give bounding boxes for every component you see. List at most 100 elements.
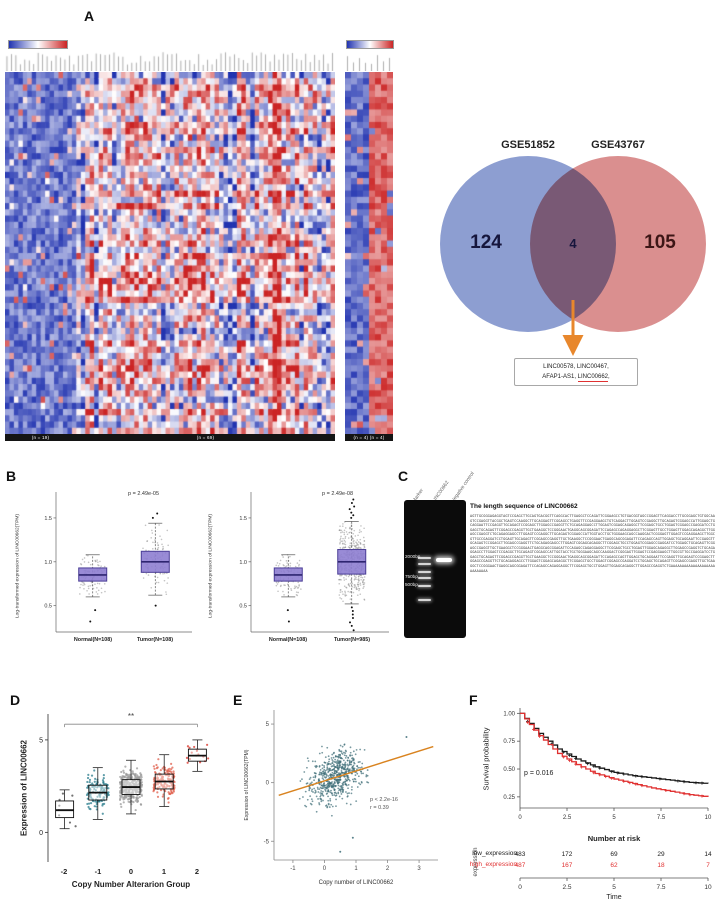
heatmap-group2-label: (n = 69) xyxy=(196,435,215,440)
sequence-text: AGTTGCGGGAGAGGTAGTCCGAGCTTGCAGTGACGGTTCA… xyxy=(470,514,715,573)
gel-marker-band xyxy=(418,556,431,560)
scatter-ylabel: Expression of LINC00662(TPM) xyxy=(244,749,250,821)
gel-marker-750bp: 750bp xyxy=(405,574,418,579)
heatmap-group1-label: (n = 19) xyxy=(31,435,50,440)
venn-gene-highlight: LINC00662 xyxy=(577,374,609,382)
risk-table-time-label: Time xyxy=(606,894,622,901)
venn-right-count: 105 xyxy=(644,232,676,253)
svg-text:1.5: 1.5 xyxy=(239,516,247,522)
svg-text:0: 0 xyxy=(39,830,43,837)
scatter-xlabel: Copy number of LINC00662 xyxy=(318,880,394,886)
svg-text:167: 167 xyxy=(562,862,573,869)
svg-text:1.0: 1.0 xyxy=(44,560,52,566)
gel-marker-band xyxy=(418,584,431,588)
svg-text:3: 3 xyxy=(417,866,421,872)
heatmap-group2-strip: (n = 69) xyxy=(76,434,335,441)
svg-text:0: 0 xyxy=(266,781,270,787)
boxplot-b2-cat-normal: Normal(N=108) xyxy=(268,637,308,643)
panel-b-label: B xyxy=(6,468,17,484)
svg-text:7.5: 7.5 xyxy=(657,815,666,821)
scatter-annotation-p: p < 2.2e-16 xyxy=(370,797,398,803)
boxplot-b2-ylabel: Log-transformed expression of LINC00662(… xyxy=(208,514,214,618)
gel-marker-band xyxy=(418,576,431,580)
boxplot-b2: 0.5 1.0 1.5 xyxy=(239,492,389,633)
svg-text:29: 29 xyxy=(657,851,665,858)
cna-tick-0: 0 xyxy=(128,867,134,876)
venn-right-title: GSE43767 xyxy=(591,139,645,151)
boxplot-b2-pvalue: p = 2.49e-08 xyxy=(322,491,354,497)
venn-intersection-count: 4 xyxy=(569,236,577,251)
svg-text:10: 10 xyxy=(705,815,712,821)
svg-text:5: 5 xyxy=(612,815,616,821)
gel-marker-500bp: 500bp xyxy=(405,582,418,587)
boxplot-b1-cat-normal: Normal(N=108) xyxy=(73,637,113,643)
copy-number-scatter: -5 0 5 -1 0 1 2 3 xyxy=(264,710,438,872)
gel-marker-2000bp: 2000bp xyxy=(405,554,421,559)
gel-sample-band xyxy=(436,558,452,563)
venn-right-circle xyxy=(530,156,706,332)
svg-text:-1: -1 xyxy=(290,866,296,872)
risk-row-high-label: high_expression xyxy=(469,861,517,868)
venn-left-title: GSE51852 xyxy=(501,139,555,151)
heatmap-main xyxy=(5,72,335,434)
cna-ylabel: Expression of LINC00662 xyxy=(19,739,29,837)
svg-text:2: 2 xyxy=(386,866,390,872)
svg-text:18: 18 xyxy=(657,862,665,869)
boxplot-b1: 0.5 1.0 1.5 xyxy=(44,492,192,633)
heatmap-main-column-labels xyxy=(5,50,335,71)
cna-significance: ** xyxy=(127,712,135,721)
svg-text:0: 0 xyxy=(518,815,522,821)
venn-diagram xyxy=(440,156,706,356)
svg-text:5: 5 xyxy=(612,884,616,891)
panel-c-label: C xyxy=(398,468,409,484)
svg-text:1.00: 1.00 xyxy=(503,711,515,717)
cna-tick-1: 1 xyxy=(161,867,167,876)
heatmap-side xyxy=(345,72,393,434)
panel-d-label: D xyxy=(10,692,21,708)
svg-text:-5: -5 xyxy=(264,839,270,845)
heatmap-side-colorbar xyxy=(346,40,394,49)
sequence-title: The length sequence of LINC00662 xyxy=(470,503,578,510)
gel-marker-band xyxy=(418,598,431,602)
boxplot-b1-cat-tumor: Tumor(N=108) xyxy=(137,637,173,643)
km-pvalue: p = 0.016 xyxy=(524,770,554,777)
venn-left-count: 124 xyxy=(470,232,502,253)
svg-text:1: 1 xyxy=(354,866,358,872)
cna-tick--1: -1 xyxy=(94,867,102,876)
cna-tick--2: -2 xyxy=(60,867,68,876)
svg-text:2.5: 2.5 xyxy=(562,884,571,891)
svg-text:1.5: 1.5 xyxy=(44,516,52,522)
svg-text:10: 10 xyxy=(704,884,712,891)
svg-text:0.5: 0.5 xyxy=(239,604,247,610)
gel-marker-band xyxy=(418,562,431,566)
svg-text:0.75: 0.75 xyxy=(503,739,515,745)
heatmap-side-label: (n = 4) (n = 4) xyxy=(353,435,385,440)
heatmap-group1-strip: (n = 19) xyxy=(5,434,76,441)
heatmap-main-colorbar xyxy=(8,40,68,49)
svg-text:5: 5 xyxy=(266,722,270,728)
panel-f-label: F xyxy=(469,692,478,708)
svg-text:0.5: 0.5 xyxy=(44,604,52,610)
svg-text:7: 7 xyxy=(706,862,710,869)
svg-text:69: 69 xyxy=(610,851,618,858)
svg-text:5: 5 xyxy=(39,737,43,744)
venn-genes-box: LINC00578, LINC00467, AFAP1-AS1, LINC006… xyxy=(514,358,638,387)
boxplot-b2-cat-tumor: Tumor(N=985) xyxy=(334,637,370,643)
svg-text:483: 483 xyxy=(515,851,526,858)
svg-text:14: 14 xyxy=(704,851,712,858)
venn-genes-line1: LINC00578, LINC00467, xyxy=(543,364,609,370)
gel-marker-band xyxy=(418,570,431,574)
boxplot-b1-ylabel: Log-transformed expression of LINC00662(… xyxy=(15,514,21,618)
svg-text:0: 0 xyxy=(518,884,522,891)
scatter-annotation-r: r = 0.39 xyxy=(370,805,389,811)
svg-text:62: 62 xyxy=(610,862,618,869)
cna-xlabel: Copy Number Alterarion Group xyxy=(71,880,191,889)
svg-text:1.0: 1.0 xyxy=(239,560,247,566)
svg-text:2.5: 2.5 xyxy=(563,815,572,821)
km-ylabel: Survival probability xyxy=(481,727,491,791)
panel-a-label: A xyxy=(84,8,95,24)
panel-e-label: E xyxy=(233,692,243,708)
svg-text:0.50: 0.50 xyxy=(503,767,515,773)
venn-genes-line2: AFAP1-AS1, LINC00662, xyxy=(542,374,610,382)
